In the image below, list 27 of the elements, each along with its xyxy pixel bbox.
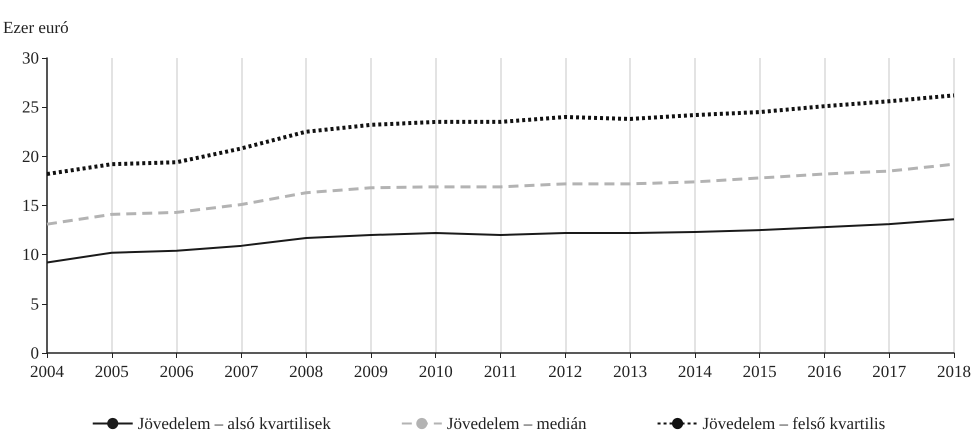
x-tick-label: 2018 bbox=[937, 362, 971, 381]
x-tick-label: 2009 bbox=[354, 362, 388, 381]
y-tick-label: 25 bbox=[22, 98, 39, 117]
y-tick-label: 5 bbox=[30, 294, 39, 314]
x-tick-label: 2011 bbox=[484, 362, 518, 381]
x-tick-label: 2007 bbox=[224, 362, 259, 381]
x-tick-label: 2014 bbox=[678, 362, 712, 381]
x-tick-label: 2010 bbox=[418, 362, 453, 381]
x-tick-label: 2013 bbox=[613, 362, 648, 381]
x-tick-label: 2016 bbox=[807, 362, 842, 381]
x-tick-label: 2005 bbox=[94, 362, 129, 381]
x-tick-label: 2012 bbox=[548, 362, 582, 381]
legend-label: Jövedelem – medián bbox=[446, 414, 588, 433]
legend-label: Jövedelem – alsó kvartilisek bbox=[138, 414, 332, 433]
x-tick-label: 2006 bbox=[160, 362, 194, 381]
y-tick-label: 20 bbox=[22, 146, 39, 166]
y-tick-label: 0 bbox=[30, 344, 39, 362]
x-tick-label: 2017 bbox=[872, 362, 907, 381]
line-series bbox=[45, 93, 956, 176]
y-tick-label: 15 bbox=[22, 196, 39, 215]
x-tick-label: 2015 bbox=[742, 362, 777, 381]
x-tick-label: 2008 bbox=[289, 362, 324, 381]
x-tick-label: 2004 bbox=[30, 362, 64, 381]
y-axis-title: Ezer euró bbox=[3, 18, 69, 37]
y-tick-label: 10 bbox=[22, 245, 39, 264]
y-tick-label: 30 bbox=[22, 48, 39, 68]
legend-label: Jövedelem – felső kvartilis bbox=[702, 414, 886, 433]
